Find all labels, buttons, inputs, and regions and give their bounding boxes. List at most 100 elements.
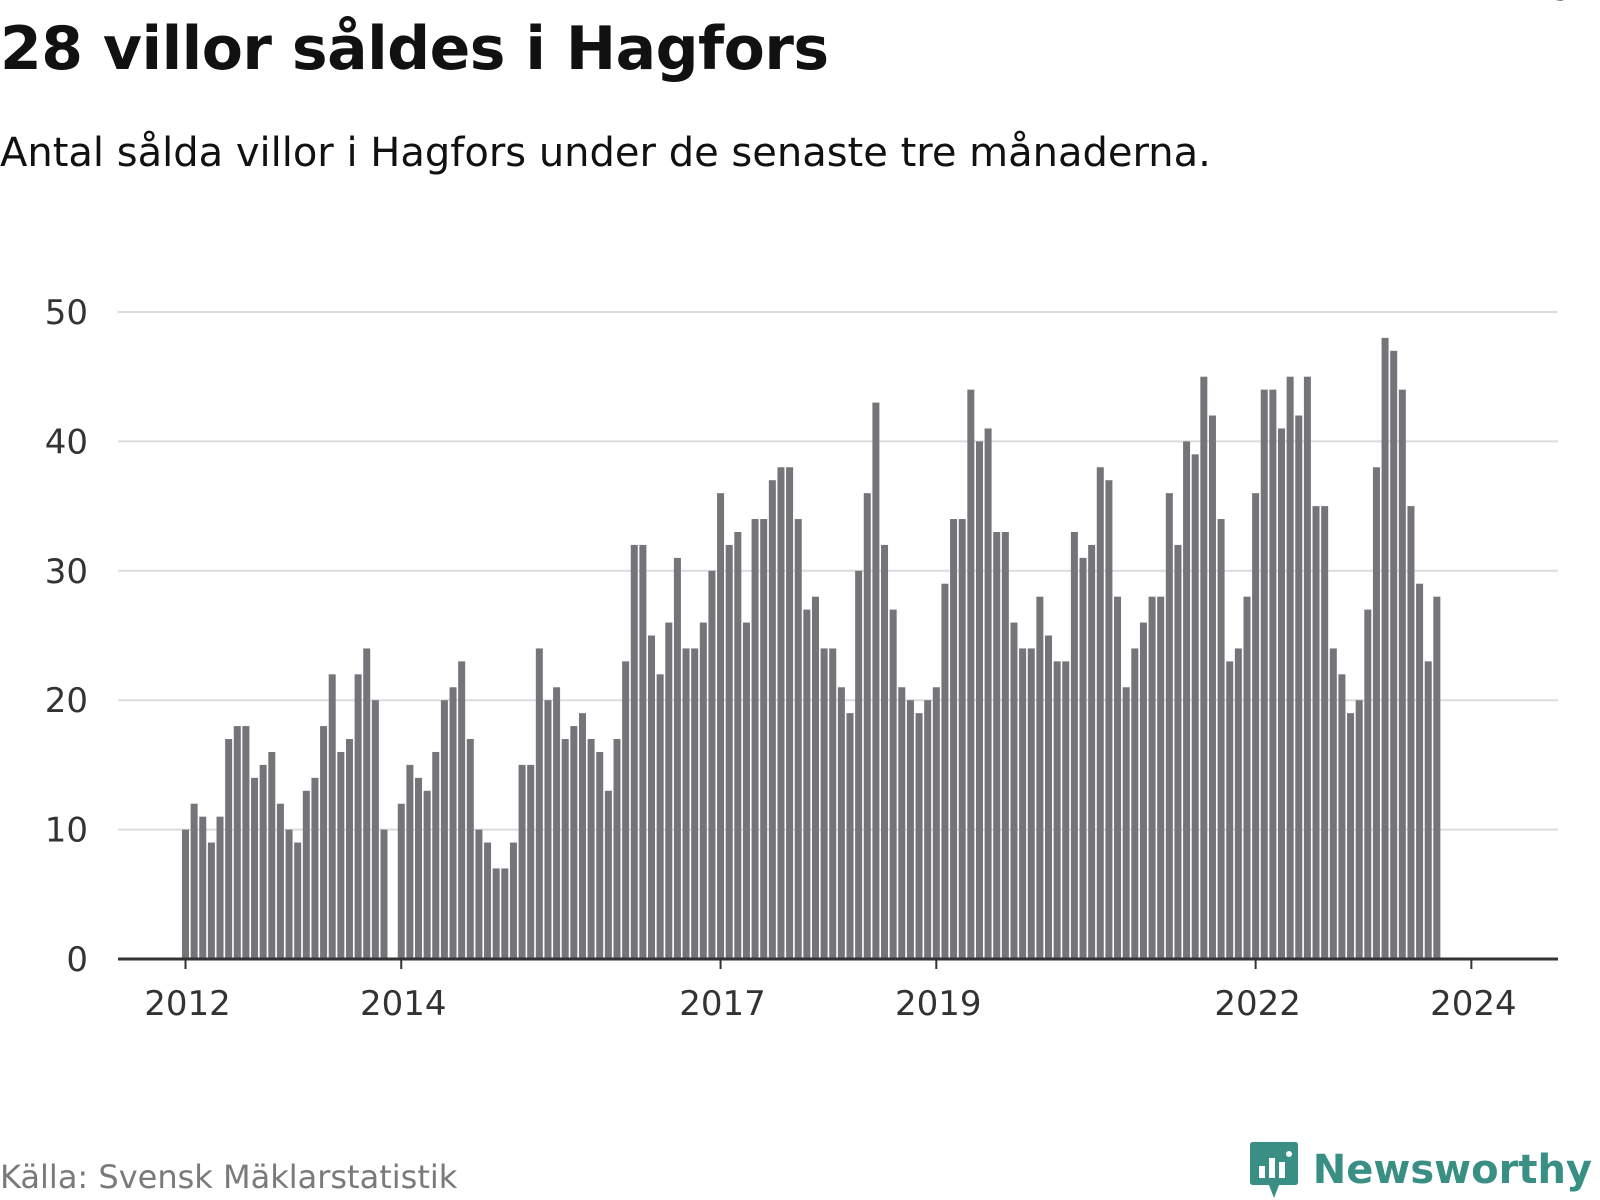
bar [1260,389,1268,959]
bar [1183,441,1191,959]
x-tick-label: 2019 [895,984,982,1024]
bar [328,674,336,959]
bar [225,739,233,959]
bar [1131,648,1139,959]
bar [1243,596,1251,959]
bar [915,713,923,959]
bar [975,441,983,959]
bar [397,803,405,959]
bar [1036,596,1044,959]
bar [1200,376,1208,959]
bar [958,519,966,959]
bar-chart: 0 10 20 30 40 50 28 2012 2014 2017 2019 2022 2024 [44,0,1571,1024]
bar [673,557,681,959]
bar [794,519,802,959]
bar [587,739,595,959]
bar [294,842,302,959]
bar [251,777,259,959]
bar [596,751,604,959]
bar [276,803,284,959]
bar [846,713,854,959]
bar [1045,635,1052,959]
brand-name: Newsworthy [1312,1147,1592,1193]
x-tick-label: 2024 [1430,984,1517,1024]
bar [354,674,362,959]
bar [544,700,552,959]
x-tick-label: 2014 [360,984,447,1024]
bar [924,700,932,959]
bar [1191,454,1199,959]
bar [699,622,707,959]
bar [449,687,457,959]
bar [406,764,414,959]
bar [708,570,716,959]
bar [1433,596,1441,959]
bar [561,739,569,959]
bar [233,726,241,959]
bar [1269,389,1277,959]
bar [1252,493,1260,959]
bar [993,531,1001,959]
bar [1070,531,1078,959]
x-tick-label: 2017 [679,984,766,1024]
bar [415,777,423,959]
bar [1027,648,1035,959]
bar [768,480,776,959]
x-tick-label: 2022 [1214,984,1301,1024]
bar [811,596,819,959]
y-tick-label: 40 [45,422,88,462]
bar [553,687,561,959]
bar [1364,609,1372,959]
bar [440,700,448,959]
y-tick-label: 30 [45,552,88,592]
bar [630,544,638,959]
bar [337,751,345,959]
bar [285,829,293,959]
bar [216,816,224,959]
bar [1398,389,1406,959]
bar [872,402,880,960]
bar [1424,661,1432,959]
bar [604,790,612,959]
bar [1321,506,1329,959]
bar [1295,415,1303,959]
bar [967,389,975,959]
bar [898,687,906,959]
bar [889,609,897,959]
bar [717,493,725,959]
bar [1019,648,1027,959]
bar [1079,557,1087,959]
bar [509,842,517,959]
bar [829,648,837,959]
bar [302,790,310,959]
bar [518,764,526,959]
bar [950,519,958,959]
bar [656,674,664,959]
bar [1053,661,1061,959]
bar [691,648,699,959]
bar [570,726,578,959]
bar [207,842,215,959]
bar [380,829,388,959]
bar [492,868,500,959]
newsworthy-logo-icon [1249,1142,1298,1198]
bar [475,829,483,959]
bar [742,622,750,959]
brand-logo-group[interactable]: Newsworthy [1249,1140,1592,1200]
bar [1278,428,1286,960]
bar [1390,350,1398,959]
bar [1148,596,1156,959]
bar [1174,544,1182,959]
bar [906,700,914,959]
y-tick-label: 10 [45,811,88,851]
bar [613,739,621,959]
bar [751,519,759,959]
chart-subtitle: Antal sålda villor i Hagfors under de se… [0,130,1211,176]
bar [1226,661,1234,959]
bar [1381,337,1389,959]
bar [639,544,647,959]
bar [259,764,267,959]
bar [466,739,474,959]
bar [1062,661,1070,959]
bar [734,531,742,959]
